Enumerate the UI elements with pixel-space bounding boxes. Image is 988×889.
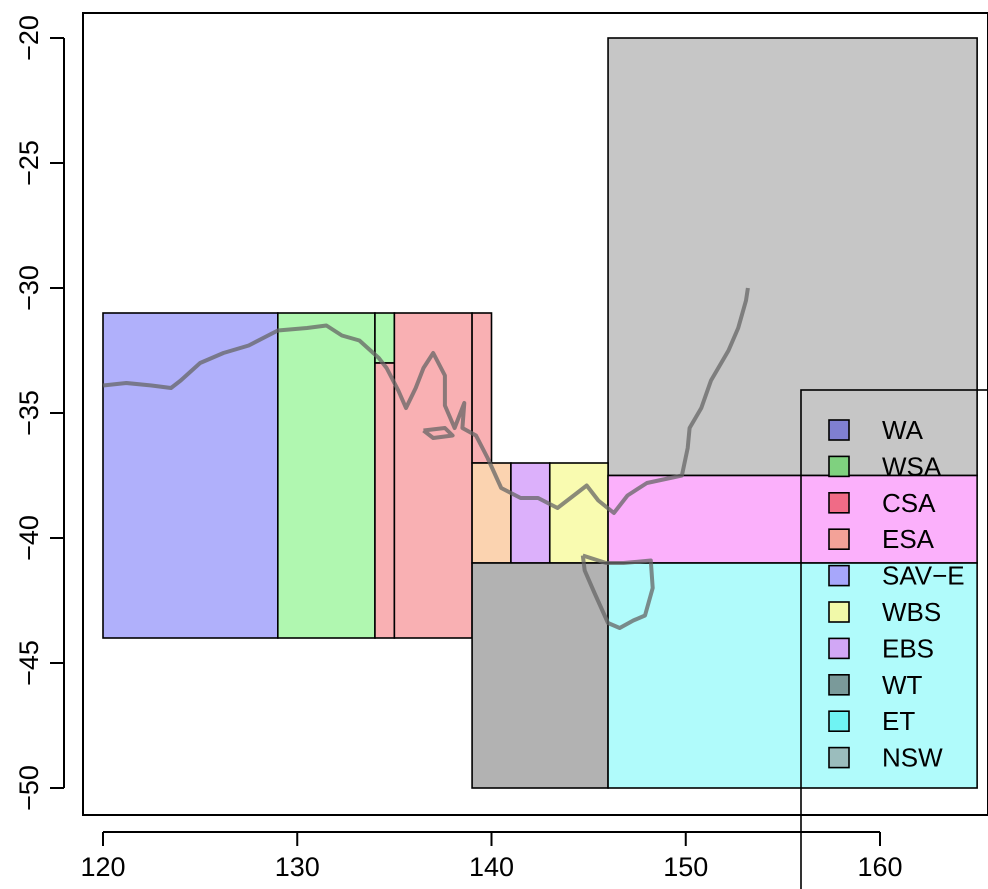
x-tick-label: 120 — [80, 852, 125, 882]
region-wbs — [548, 462, 609, 564]
legend-swatch — [828, 637, 850, 660]
legend-label: WSA — [882, 451, 942, 481]
legend-label: NSW — [882, 743, 943, 773]
x-tick-label: 130 — [275, 852, 320, 882]
legend-swatch — [828, 564, 850, 587]
region-csa — [374, 362, 396, 639]
region-esa — [393, 312, 473, 639]
legend-swatch — [828, 746, 850, 769]
legend: WA WSA CSA ESA SAV−E WBS EBS WT ET NSW — [800, 389, 988, 889]
region-esa2 — [471, 312, 493, 464]
legend-label: ET — [882, 706, 915, 736]
region-ebs — [510, 462, 551, 564]
legend-label: EBS — [882, 633, 934, 663]
legend-swatch — [828, 419, 850, 441]
legend-swatch — [828, 455, 850, 478]
x-tick-label: 140 — [469, 852, 514, 882]
region-rectangles — [102, 37, 978, 789]
x-axis: 120 130 140 150 160 — [80, 831, 903, 882]
y-axis: −20 −25 −30 −35 −40 −45 −50 — [14, 15, 65, 811]
region-wsa — [277, 312, 376, 639]
y-tick-label: −25 — [14, 140, 44, 186]
legend-frame — [800, 389, 988, 889]
legend-label: ESA — [882, 524, 935, 554]
y-tick-label: −20 — [14, 15, 44, 61]
y-tick-label: −35 — [14, 390, 44, 436]
legend-label: WT — [882, 670, 923, 700]
legend-label: SAV−E — [882, 561, 965, 591]
y-tick-label: −45 — [14, 640, 44, 686]
coastline-segment — [102, 287, 750, 515]
region-bg — [607, 37, 978, 477]
legend-swatch — [828, 528, 850, 551]
legend-label: WBS — [882, 597, 941, 627]
legend-label: CSA — [882, 488, 936, 518]
plot-frame — [82, 12, 988, 816]
region-et-n — [607, 474, 978, 564]
region-sav-e — [471, 462, 512, 564]
coastline-layer — [102, 287, 750, 630]
legend-swatch — [828, 710, 850, 733]
legend-swatch — [828, 601, 850, 623]
coastline-segment — [422, 426, 455, 440]
region-wa — [102, 312, 279, 639]
region-wt — [471, 562, 609, 789]
legend-swatch — [828, 673, 850, 696]
region-et — [607, 562, 978, 789]
y-tick-label: −30 — [14, 265, 44, 311]
y-tick-label: −40 — [14, 515, 44, 561]
x-tick-label: 150 — [663, 852, 708, 882]
legend-label: WA — [882, 415, 924, 445]
y-tick-label: −50 — [14, 765, 44, 811]
legend-swatch — [828, 491, 850, 514]
x-tick-label: 160 — [857, 852, 902, 882]
coastline-segment — [580, 553, 655, 630]
